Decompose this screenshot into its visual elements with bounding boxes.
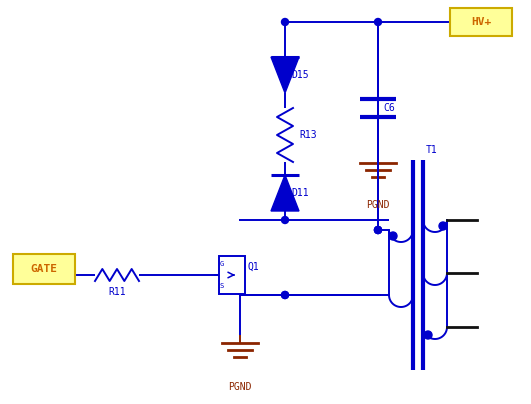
Text: T1: T1 bbox=[426, 145, 438, 155]
Polygon shape bbox=[271, 57, 299, 93]
Text: PGND: PGND bbox=[366, 200, 390, 210]
Text: S: S bbox=[220, 283, 224, 289]
FancyBboxPatch shape bbox=[450, 8, 512, 36]
Text: R11: R11 bbox=[108, 287, 126, 297]
Circle shape bbox=[424, 331, 432, 339]
Polygon shape bbox=[271, 175, 299, 211]
Text: D15: D15 bbox=[291, 70, 309, 80]
Circle shape bbox=[281, 217, 288, 223]
FancyBboxPatch shape bbox=[13, 254, 75, 284]
Text: G: G bbox=[220, 261, 224, 267]
Circle shape bbox=[281, 19, 288, 25]
Circle shape bbox=[374, 227, 381, 234]
Circle shape bbox=[374, 227, 381, 234]
Text: D11: D11 bbox=[291, 188, 309, 198]
Text: PGND: PGND bbox=[228, 382, 252, 392]
Text: GATE: GATE bbox=[30, 264, 57, 274]
Circle shape bbox=[374, 19, 381, 25]
Circle shape bbox=[281, 292, 288, 299]
Circle shape bbox=[439, 222, 447, 230]
Bar bbox=[219, 256, 245, 294]
Circle shape bbox=[374, 227, 381, 234]
Text: C6: C6 bbox=[383, 103, 395, 113]
Text: R13: R13 bbox=[299, 130, 316, 140]
Circle shape bbox=[389, 232, 397, 240]
Text: HV+: HV+ bbox=[471, 17, 491, 27]
Text: Q1: Q1 bbox=[247, 262, 259, 272]
Circle shape bbox=[281, 292, 288, 299]
